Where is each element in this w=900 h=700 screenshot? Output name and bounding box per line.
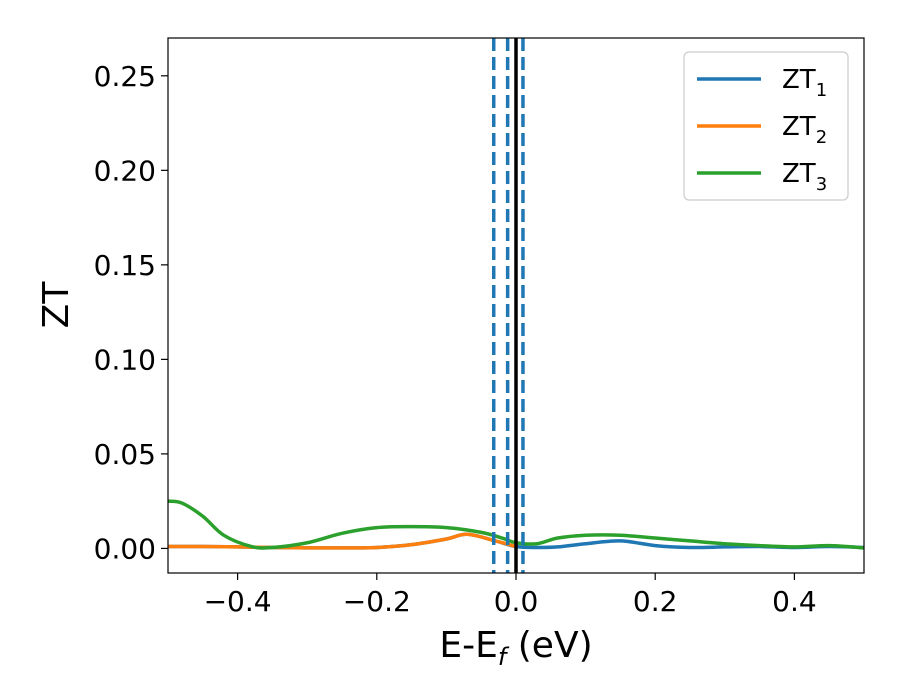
y-tick-label: 0.10 [94, 343, 156, 376]
x-tick-label: −0.2 [343, 585, 411, 618]
legend-box [683, 51, 849, 201]
axis-ticks: −0.4 −0.2 0.0 0.2 0.4 0.00 0.05 0.10 0.15 0.20 0.2… [94, 60, 817, 618]
legend-label-3: ZT3 [782, 159, 827, 195]
y-axis-label: ZT [36, 281, 77, 329]
series-line-3 [168, 499, 864, 550]
legend-label-1: ZT1 [782, 65, 827, 101]
plot-clip-group [168, 38, 864, 573]
x-tick-label: 0.4 [772, 585, 817, 618]
y-tick-label: 0.00 [94, 532, 156, 565]
plot-area [168, 38, 864, 573]
y-tick-label: 0.25 [94, 60, 156, 93]
x-tick-label: 0.0 [494, 585, 539, 618]
y-tick-label: 0.20 [94, 154, 156, 187]
legend: ZT1 ZT2 ZT3 [683, 51, 849, 201]
x-axis-label: E-Ef (eV) [439, 625, 592, 671]
series-line-2 [168, 532, 518, 550]
legend-label-2: ZT2 [782, 112, 827, 148]
x-tick-label: 0.2 [633, 585, 678, 618]
y-tick-label: 0.05 [94, 438, 156, 471]
x-tick-label: −0.4 [204, 585, 272, 618]
y-tick-label: 0.15 [94, 249, 156, 282]
legend-items: ZT1 ZT2 ZT3 [697, 65, 827, 195]
